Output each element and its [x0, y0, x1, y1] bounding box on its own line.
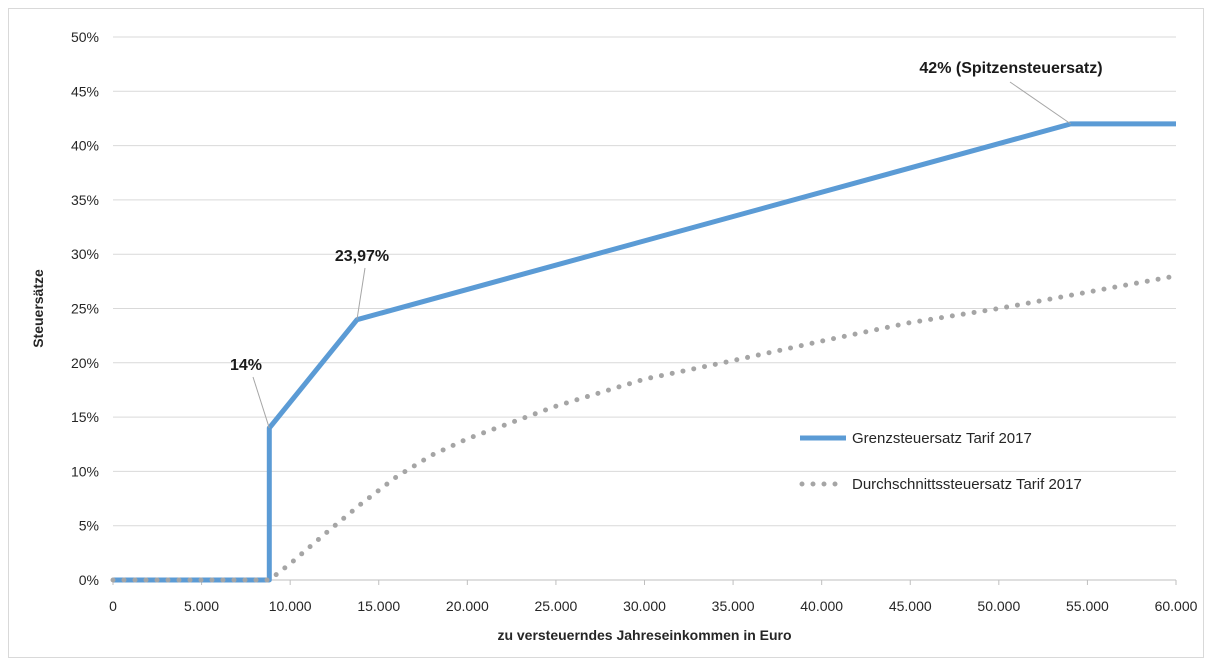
gridlines: [113, 36, 1176, 527]
annotations: 14% 23,97% 42% (Spitzensteuersatz): [230, 60, 1103, 429]
series-line-durchschnittssteuersatz: [110, 273, 1179, 583]
y-tick-label: 10%: [71, 463, 99, 479]
y-tick-label: 0%: [79, 572, 99, 588]
x-tick-label: 25.000: [535, 598, 578, 614]
annotation-leader-line: [1009, 81, 1072, 125]
y-tick-label: 20%: [71, 355, 99, 371]
y-tick-label: 35%: [71, 192, 99, 208]
y-tick-label: 15%: [71, 409, 99, 425]
axes: 0% 5% 10% 15% 20% 25% 30% 35% 40% 45% 50% 0 5.000 10.…: [71, 29, 1198, 614]
x-tick-label: 10.000: [269, 598, 312, 614]
y-tick-label: 40%: [71, 138, 99, 154]
legend: Grenzsteuersatz Tarif 2017 Durchschnitts…: [799, 430, 1082, 493]
x-tick-label: 20.000: [446, 598, 489, 614]
annotation-label: 14%: [230, 357, 262, 374]
x-tick-label: 15.000: [357, 598, 400, 614]
x-tick-label: 45.000: [889, 598, 932, 614]
annotation-leader-line: [252, 376, 270, 429]
x-tick-label: 0: [109, 598, 117, 614]
x-tick-label: 35.000: [712, 598, 755, 614]
legend-label-durchschnittssteuersatz: Durchschnittssteuersatz Tarif 2017: [852, 476, 1082, 493]
x-tick-label: 5.000: [184, 598, 219, 614]
series-group: [110, 121, 1179, 583]
x-tick-label: 55.000: [1066, 598, 1109, 614]
series-line-grenzsteuersatz: [113, 121, 1176, 583]
y-tick-label: 30%: [71, 246, 99, 262]
y-axis-title: Steuersätze: [30, 269, 46, 348]
y-tick-label: 45%: [71, 83, 99, 99]
annotation-label: 23,97%: [335, 248, 389, 265]
y-tick-label: 50%: [71, 29, 99, 45]
x-tick-label: 40.000: [800, 598, 843, 614]
annotation-label: 42% (Spitzensteuersatz): [919, 60, 1102, 77]
x-tick-label: 50.000: [977, 598, 1020, 614]
legend-label-grenzsteuersatz: Grenzsteuersatz Tarif 2017: [852, 430, 1032, 447]
y-tick-label: 25%: [71, 301, 99, 317]
annotation-leader-line: [356, 267, 366, 320]
y-tick-label: 5%: [79, 518, 99, 534]
x-tick-label: 60.000: [1155, 598, 1198, 614]
x-tick-label: 30.000: [623, 598, 666, 614]
x-axis-title: zu versteuerndes Jahreseinkommen in Euro: [497, 627, 791, 643]
chart-frame: [8, 8, 1204, 658]
